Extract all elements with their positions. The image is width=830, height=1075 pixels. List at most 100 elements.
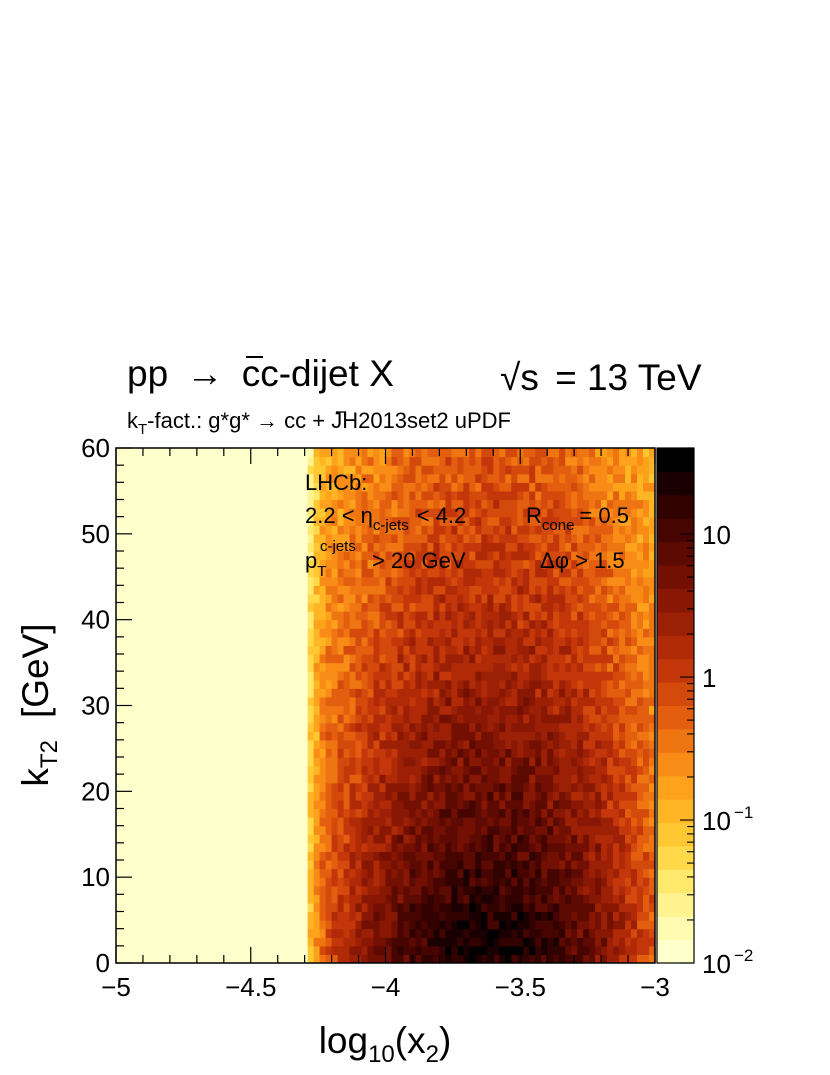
heatmap-cell	[469, 782, 476, 792]
heatmap-cell	[313, 791, 321, 801]
heatmap-cell	[577, 516, 584, 526]
heatmap-cell	[451, 679, 458, 689]
heatmap-cell	[577, 945, 584, 956]
heatmap-cell	[457, 611, 464, 621]
heatmap-cell	[391, 490, 399, 501]
heatmap-cell	[601, 954, 608, 963]
heatmap-cell	[613, 645, 620, 655]
heatmap-cell	[445, 825, 452, 835]
colorbar-band	[657, 916, 694, 941]
heatmap-cell	[391, 602, 399, 612]
heatmap-cell	[607, 902, 614, 913]
heatmap-cell	[343, 894, 351, 904]
heatmap-cell	[535, 860, 542, 870]
heatmap-cell	[397, 765, 405, 775]
heatmap-cell	[607, 619, 614, 629]
heatmap-cell	[457, 688, 464, 698]
heatmap-cell	[571, 593, 578, 604]
heatmap-cell	[607, 825, 614, 835]
heatmap-cell	[499, 593, 506, 604]
heatmap-cell	[607, 928, 614, 938]
heatmap-cell	[631, 851, 638, 861]
heatmap-cell	[307, 791, 315, 801]
heatmap-cell	[319, 645, 327, 655]
heatmap-cell	[613, 508, 620, 518]
heatmap-cell	[457, 894, 464, 904]
heatmap-cell	[469, 654, 476, 664]
heatmap-cell	[421, 722, 429, 732]
heatmap-cell	[433, 877, 440, 887]
heatmap-cell	[481, 576, 488, 586]
heatmap-cell	[391, 654, 399, 664]
heatmap-cell	[367, 551, 375, 561]
heatmap-cell	[439, 851, 446, 861]
heatmap-cell	[595, 619, 602, 629]
heatmap-cell	[607, 920, 614, 930]
heatmap-cell	[547, 490, 554, 501]
heatmap-cell	[385, 894, 393, 904]
y-tick-label: 50	[81, 519, 110, 549]
heatmap-cell	[613, 533, 620, 544]
heatmap-cell	[469, 688, 476, 698]
heatmap-cell	[487, 757, 494, 767]
heatmap-cell	[349, 705, 357, 715]
heatmap-cell	[571, 525, 578, 535]
heatmap-cell	[337, 739, 345, 750]
heatmap-cell	[505, 868, 512, 878]
heatmap-cell	[583, 885, 590, 895]
heatmap-cell	[517, 894, 524, 904]
heatmap-cell	[523, 705, 530, 715]
heatmap-cell	[463, 765, 470, 775]
heatmap-cell	[595, 705, 602, 715]
heatmap-cell	[331, 920, 339, 930]
colorbar-band	[657, 892, 694, 917]
heatmap-cell	[625, 645, 632, 655]
heatmap-cell	[361, 490, 369, 501]
heatmap-cell	[433, 739, 440, 750]
heatmap-cell	[343, 920, 351, 930]
heatmap-cell	[451, 602, 458, 612]
heatmap-cell	[631, 628, 638, 638]
heatmap-cell	[379, 894, 387, 904]
heatmap-cell	[469, 525, 476, 535]
heatmap-cell	[319, 817, 327, 827]
heatmap-cell	[361, 662, 369, 672]
heatmap-cell	[565, 714, 572, 724]
heatmap-cell	[325, 688, 333, 698]
heatmap-cell	[571, 551, 578, 561]
heatmap-cell	[307, 945, 315, 956]
heatmap-cell	[601, 654, 608, 664]
heatmap-cell	[385, 482, 393, 492]
heatmap-cell	[379, 499, 387, 509]
heatmap-cell	[589, 473, 596, 483]
heatmap-cell	[421, 593, 429, 604]
heatmap-cell	[337, 688, 345, 698]
heatmap-cell	[397, 860, 405, 870]
heatmap-cell	[331, 834, 339, 844]
heatmap-cell	[553, 662, 560, 672]
heatmap-cell	[499, 902, 506, 913]
heatmap-cell	[559, 722, 566, 732]
heatmap-cell	[427, 791, 435, 801]
heatmap-cell	[421, 688, 429, 698]
heatmap-cell	[385, 508, 393, 518]
heatmap-cell	[523, 748, 530, 758]
heatmap-cell	[535, 593, 542, 604]
heatmap-cell	[415, 705, 423, 715]
heatmap-cell	[613, 714, 620, 724]
heatmap-cell	[631, 945, 638, 956]
heatmap-cell	[433, 645, 440, 655]
heatmap-cell	[481, 757, 488, 767]
heatmap-cell	[625, 739, 632, 750]
heatmap-cell	[367, 799, 375, 810]
heatmap-cell	[553, 705, 560, 715]
heatmap-cell	[583, 782, 590, 792]
heatmap-cell	[355, 920, 363, 930]
heatmap-cell	[463, 465, 470, 475]
heatmap-cell	[337, 465, 345, 475]
heatmap-cell	[553, 473, 560, 483]
heatmap-cell	[427, 516, 435, 526]
heatmap-cell	[457, 851, 464, 861]
heatmap-cell	[409, 731, 417, 741]
heatmap-cell	[397, 834, 405, 844]
